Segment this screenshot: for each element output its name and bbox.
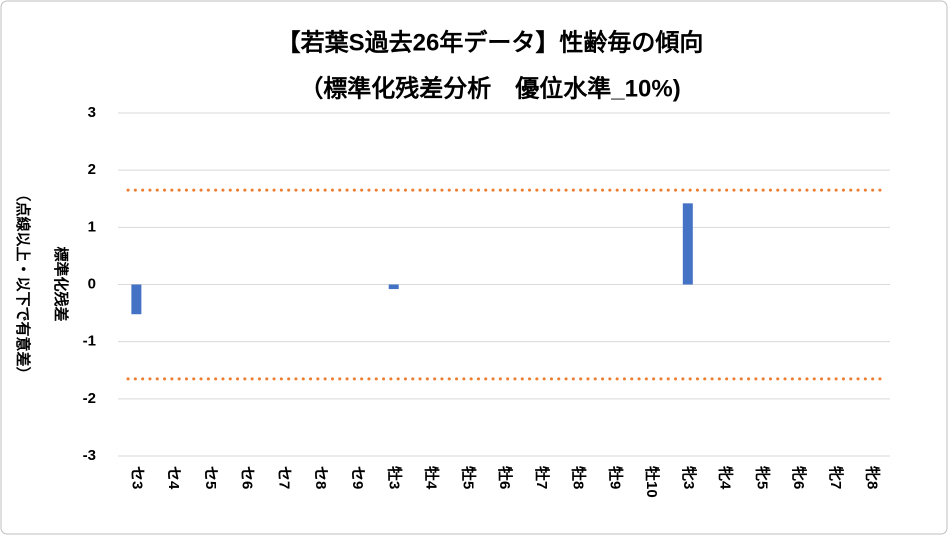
y-axis-note: （点線以上・以下で有意差） <box>14 186 32 381</box>
bar <box>682 203 693 285</box>
x-tick-label: 牡5 <box>459 466 477 489</box>
x-tick-label: 牝5 <box>753 466 771 489</box>
x-tick-label: セ5 <box>202 466 219 489</box>
x-tick-label: セ7 <box>275 466 292 489</box>
y-tick-label: 3 <box>88 104 96 121</box>
x-tick-label: セ9 <box>349 466 366 489</box>
x-tick-label: 牡4 <box>423 466 441 490</box>
bar <box>131 284 142 315</box>
y-axis-label: 標準化残差 <box>52 246 70 321</box>
y-tick-label: -2 <box>83 390 96 407</box>
x-tick-label: セ8 <box>312 466 329 489</box>
y-tick-label: 0 <box>88 275 96 292</box>
x-tick-label: 牡10 <box>643 466 661 498</box>
y-tick-label: 1 <box>88 218 96 235</box>
x-tick-label: 牝3 <box>680 466 698 489</box>
chart-subtitle: （標準化残差分析 優位水準_10%) <box>299 74 680 102</box>
y-tick-label: -1 <box>83 333 96 350</box>
x-tick-label: 牡9 <box>606 466 624 489</box>
x-tick-label: セ3 <box>128 466 145 489</box>
x-tick-label: 牡6 <box>496 466 514 489</box>
bar <box>388 284 399 290</box>
chart-title: 【若葉S過去26年データ】性齢毎の傾向 <box>277 28 704 56</box>
x-tick-label: 牝7 <box>827 466 845 489</box>
x-tick-label: 牝8 <box>864 466 882 489</box>
x-tick-label: 牡8 <box>570 466 588 489</box>
x-tick-label: 牡3 <box>386 466 404 489</box>
x-tick-label: セ4 <box>165 466 182 490</box>
x-tick-label: 牝4 <box>717 466 735 490</box>
y-tick-label: 2 <box>88 161 96 178</box>
y-tick-label: -3 <box>83 447 96 464</box>
x-tick-label: 牡7 <box>533 466 551 489</box>
x-tick-label: セ6 <box>239 466 256 489</box>
x-tick-label: 牝6 <box>790 466 808 489</box>
